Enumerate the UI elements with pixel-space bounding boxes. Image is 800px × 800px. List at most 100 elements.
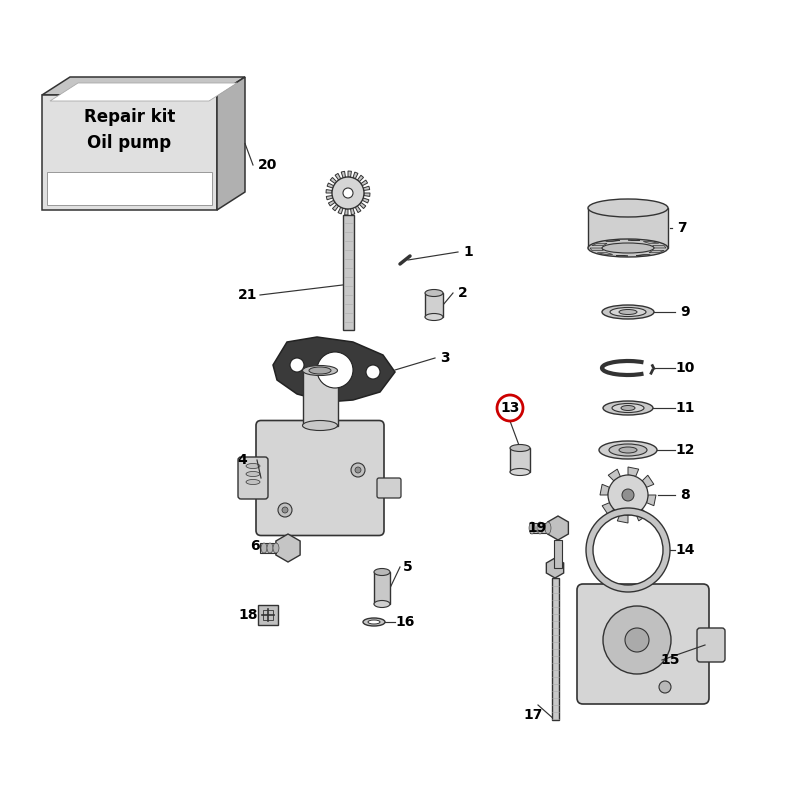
Circle shape bbox=[332, 177, 364, 209]
Text: 10: 10 bbox=[675, 361, 694, 375]
Polygon shape bbox=[649, 250, 664, 253]
Ellipse shape bbox=[267, 543, 273, 553]
Polygon shape bbox=[342, 171, 346, 178]
Ellipse shape bbox=[246, 471, 260, 477]
Ellipse shape bbox=[621, 406, 635, 410]
Polygon shape bbox=[335, 174, 341, 180]
Polygon shape bbox=[618, 514, 628, 523]
Circle shape bbox=[625, 628, 649, 652]
Text: 3: 3 bbox=[440, 351, 450, 365]
Text: 21: 21 bbox=[238, 288, 258, 302]
Polygon shape bbox=[592, 243, 607, 246]
Circle shape bbox=[659, 681, 671, 693]
Ellipse shape bbox=[246, 463, 260, 469]
Polygon shape bbox=[350, 208, 354, 214]
FancyBboxPatch shape bbox=[588, 208, 668, 248]
Ellipse shape bbox=[603, 401, 653, 415]
FancyBboxPatch shape bbox=[302, 370, 338, 426]
FancyBboxPatch shape bbox=[377, 478, 401, 498]
Polygon shape bbox=[50, 83, 237, 101]
Polygon shape bbox=[642, 475, 654, 487]
Ellipse shape bbox=[302, 366, 338, 375]
FancyBboxPatch shape bbox=[577, 584, 709, 704]
Text: Repair kit
Oil pump: Repair kit Oil pump bbox=[84, 109, 175, 151]
Polygon shape bbox=[602, 502, 614, 514]
Polygon shape bbox=[353, 172, 358, 178]
Ellipse shape bbox=[374, 569, 390, 575]
Ellipse shape bbox=[309, 367, 331, 374]
FancyBboxPatch shape bbox=[256, 421, 384, 535]
Ellipse shape bbox=[610, 307, 646, 317]
Polygon shape bbox=[643, 242, 658, 243]
Text: 16: 16 bbox=[395, 615, 414, 629]
Polygon shape bbox=[47, 172, 212, 205]
FancyBboxPatch shape bbox=[697, 628, 725, 662]
Circle shape bbox=[622, 489, 634, 501]
Polygon shape bbox=[548, 516, 568, 540]
FancyBboxPatch shape bbox=[258, 605, 278, 625]
Polygon shape bbox=[330, 178, 337, 183]
Ellipse shape bbox=[545, 522, 551, 534]
Polygon shape bbox=[326, 190, 332, 193]
Polygon shape bbox=[326, 195, 333, 200]
Text: 5: 5 bbox=[403, 560, 413, 574]
Ellipse shape bbox=[302, 421, 338, 430]
Polygon shape bbox=[345, 209, 348, 215]
Text: 2: 2 bbox=[458, 286, 468, 300]
Ellipse shape bbox=[363, 618, 385, 626]
Text: 7: 7 bbox=[677, 221, 687, 235]
Text: 13: 13 bbox=[500, 401, 520, 415]
Polygon shape bbox=[598, 253, 613, 254]
Circle shape bbox=[317, 352, 353, 388]
Polygon shape bbox=[361, 180, 368, 186]
Polygon shape bbox=[327, 183, 334, 188]
Text: 11: 11 bbox=[675, 401, 694, 415]
Ellipse shape bbox=[261, 543, 267, 553]
FancyBboxPatch shape bbox=[554, 540, 562, 568]
Ellipse shape bbox=[510, 445, 530, 451]
Circle shape bbox=[278, 503, 292, 517]
FancyBboxPatch shape bbox=[510, 448, 530, 472]
Polygon shape bbox=[606, 240, 620, 242]
Polygon shape bbox=[42, 77, 245, 95]
Ellipse shape bbox=[602, 305, 654, 319]
FancyBboxPatch shape bbox=[425, 293, 443, 317]
Ellipse shape bbox=[602, 243, 654, 253]
Circle shape bbox=[608, 475, 648, 515]
Text: 20: 20 bbox=[258, 158, 278, 172]
Polygon shape bbox=[42, 95, 217, 210]
Text: 12: 12 bbox=[675, 443, 694, 457]
Text: 1: 1 bbox=[463, 245, 473, 259]
Polygon shape bbox=[364, 193, 370, 197]
FancyBboxPatch shape bbox=[374, 572, 390, 604]
FancyBboxPatch shape bbox=[342, 215, 354, 330]
Text: 17: 17 bbox=[523, 708, 542, 722]
Polygon shape bbox=[628, 467, 638, 477]
Polygon shape bbox=[328, 200, 335, 206]
Text: 15: 15 bbox=[660, 653, 680, 667]
Polygon shape bbox=[355, 206, 361, 213]
Text: 19: 19 bbox=[527, 521, 546, 535]
Ellipse shape bbox=[537, 522, 543, 534]
Ellipse shape bbox=[609, 444, 647, 456]
Polygon shape bbox=[636, 509, 648, 521]
Polygon shape bbox=[636, 254, 650, 256]
FancyBboxPatch shape bbox=[530, 523, 548, 533]
Circle shape bbox=[355, 467, 361, 473]
Polygon shape bbox=[600, 484, 610, 495]
Polygon shape bbox=[653, 246, 666, 248]
FancyBboxPatch shape bbox=[551, 578, 558, 720]
Circle shape bbox=[343, 188, 353, 198]
Text: 6: 6 bbox=[250, 539, 260, 553]
Circle shape bbox=[290, 358, 304, 372]
Circle shape bbox=[366, 365, 380, 379]
Ellipse shape bbox=[529, 522, 535, 534]
Polygon shape bbox=[333, 204, 338, 210]
Polygon shape bbox=[608, 469, 620, 481]
Ellipse shape bbox=[510, 469, 530, 475]
Text: 14: 14 bbox=[675, 543, 694, 557]
Text: 9: 9 bbox=[680, 305, 690, 319]
Polygon shape bbox=[358, 175, 363, 182]
Ellipse shape bbox=[619, 447, 637, 453]
Polygon shape bbox=[590, 248, 603, 250]
